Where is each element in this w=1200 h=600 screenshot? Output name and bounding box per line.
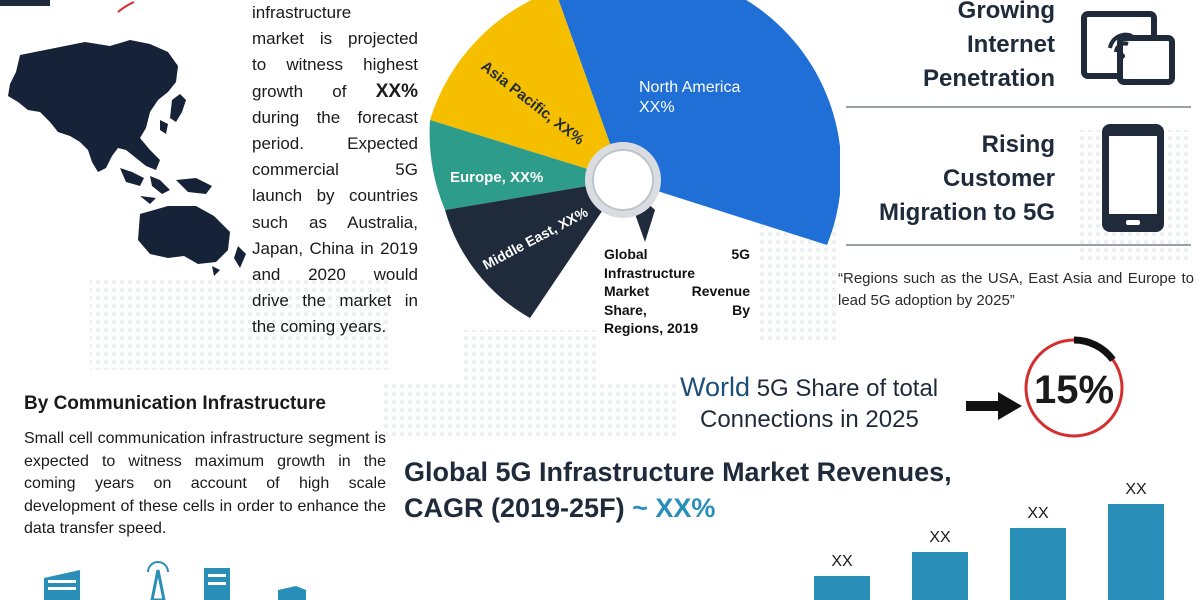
para-line: during the forecast [252, 107, 418, 127]
revenue-bar-chart: XX XX XX XX [814, 481, 1164, 600]
north-america-value: XX% [639, 99, 675, 116]
bar-data-label: XX [1125, 481, 1147, 498]
share-value: 15% [1033, 368, 1115, 412]
slice-north-america [558, 0, 840, 245]
para-word: of [332, 81, 347, 101]
revenue-title: Global 5G Infrastructure Market Revenues… [404, 454, 952, 526]
caption-line: Infrastructure [604, 264, 696, 281]
pie-caption: Global 5G Infrastructure Market Revenue … [604, 245, 750, 338]
smartphone-icon [1102, 124, 1164, 232]
revenue-bar [912, 552, 968, 600]
cagr-label: CAGR (2019-25F) [404, 493, 633, 523]
slice-middle-east [445, 180, 623, 318]
para-line: launch by countries [252, 186, 418, 206]
regional-share-pie: North America XX% Asia Pacific, XX% Euro… [429, 0, 840, 318]
caption-line: Regions, 2019 [604, 320, 699, 336]
caption-line: Global 5G [604, 246, 750, 262]
arrow-right-icon [966, 392, 1022, 420]
driver-line: Internet [966, 31, 1055, 58]
gauge-progress-arc [1073, 336, 1116, 362]
para-line: period. Expected [252, 134, 418, 154]
driver-line: Rising [981, 131, 1055, 158]
bar-data-label: XX [1027, 505, 1049, 522]
driver-line: Penetration [922, 65, 1055, 92]
regions-quote: “Regions such as the USA, East Asia and … [838, 270, 1194, 309]
driver-line: Migration to 5G [879, 199, 1055, 226]
driver-line: Customer [942, 165, 1055, 192]
revenue-bar [1108, 504, 1164, 600]
revenue-title-line2: CAGR (2019-25F) ~ XX% [404, 490, 952, 526]
para-word: growth [252, 81, 304, 101]
driver-customer-migration: Rising Customer Migration to 5G [879, 128, 1055, 230]
north-america-label: North America [639, 79, 740, 96]
share-gauge [1024, 336, 1124, 438]
divider [846, 244, 1191, 246]
slice-europe [429, 120, 623, 210]
driver-internet-penetration: Growing Internet Penetration [923, 0, 1055, 96]
para-line: infrastructure [252, 3, 352, 22]
revenue-bar [814, 576, 870, 600]
buildings-icon [44, 561, 306, 600]
caption-line: Share, By [604, 301, 750, 318]
comm-description: Small cell communication infrastructure … [24, 430, 386, 537]
market-projection-paragraph: infrastructure market is projected to wi… [252, 0, 418, 341]
pie-center [592, 149, 654, 211]
world-word: World [680, 372, 751, 402]
para-line: Japan, China in 2019 [252, 238, 418, 258]
para-line: market is projected [252, 29, 418, 49]
revenue-bar [1010, 528, 1066, 600]
para-line-growth: growth of XX% [252, 79, 418, 105]
para-line: and 2020 would [252, 265, 418, 285]
para-line: to witness highest [252, 55, 418, 75]
corner-bar [0, 0, 50, 6]
cagr-value: ~ XX% [632, 493, 716, 523]
para-line: commercial 5G [252, 160, 418, 180]
driver-line: Growing [957, 0, 1055, 24]
world-share-line2: Connections in 2025 [700, 406, 919, 433]
para-line: such as Australia, [252, 212, 418, 232]
para-line: drive the market in [252, 291, 418, 311]
para-line: the coming years. [252, 317, 387, 337]
divider [846, 106, 1191, 108]
screen-wifi-icon [1081, 11, 1175, 85]
bar-data-label: XX [929, 529, 951, 546]
world-share-text: 5G Share of total [750, 375, 939, 402]
caption-line: Market Revenue [604, 283, 750, 299]
comm-title: By Communication Infrastructure [24, 393, 326, 414]
bar-data-label: XX [831, 553, 853, 570]
growth-value: XX% [375, 80, 418, 102]
europe-label: Europe, XX% [450, 169, 543, 186]
asia-pacific-map [8, 1, 246, 276]
revenue-title-line1: Global 5G Infrastructure Market Revenues… [404, 457, 952, 487]
world-share-line1: World 5G Share of total [680, 372, 938, 403]
